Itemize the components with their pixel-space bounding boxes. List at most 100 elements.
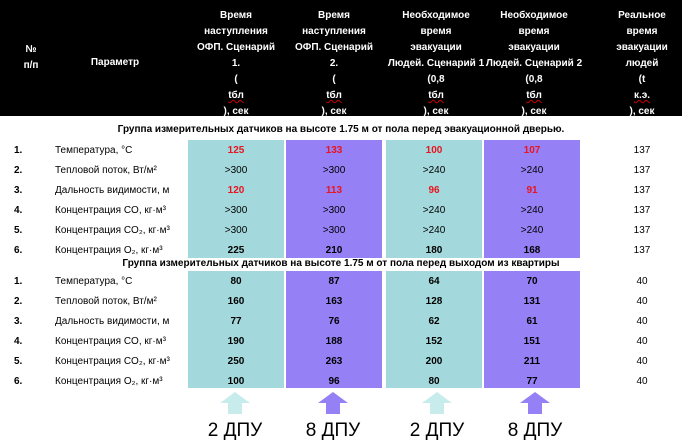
header-line: время (518, 26, 550, 37)
row-value: 100 (227, 376, 245, 387)
row-value: 190 (227, 336, 245, 347)
header-line: Время (318, 10, 350, 21)
row-parameter: Тепловой поток, Вт/м² (55, 296, 157, 307)
row-value: 133 (325, 145, 343, 156)
row-value: 211 (523, 356, 541, 367)
row-value: 200 (425, 356, 443, 367)
row-real-time: 137 (633, 185, 651, 196)
row-parameter: Концентрация O₂, кг·м³ (55, 245, 163, 256)
row-value: 107 (523, 145, 541, 156)
row-parameter: Концентрация CO₂, кг·м³ (55, 225, 170, 236)
header-line: 1. (231, 58, 241, 69)
row-value: >300 (224, 205, 248, 216)
row-value: 100 (425, 145, 443, 156)
row-value: >300 (224, 165, 248, 176)
row-value: 96 (328, 376, 340, 387)
table-row: 3. Дальность видимости, м 77 76 62 61 40 (0, 312, 682, 332)
header-scenario2-required: Необходимое время эвакуации Людей. Сцена… (484, 8, 584, 120)
header-real-time: Реальное время эвакуации людей (t к.э.),… (608, 8, 676, 120)
header-line: Реальное (618, 10, 666, 21)
row-value: >240 (520, 225, 544, 236)
row-real-time: 40 (636, 276, 648, 287)
row-value: >240 (520, 205, 544, 216)
row-parameter: Тепловой поток, Вт/м² (55, 165, 157, 176)
row-real-time: 40 (636, 316, 648, 327)
table-row: 4. Концентрация CO, кг·м³ >300 >300 >240 >240… (0, 201, 682, 221)
header-line: (0,8 tбл), сек (423, 74, 449, 117)
row-real-time: 40 (636, 336, 648, 347)
table-header: № п/п Параметр Время наступления ОФП. Сц… (0, 0, 682, 117)
header-line: наступления (302, 26, 366, 37)
row-real-time: 40 (636, 376, 648, 387)
row-number: 5. (14, 225, 23, 236)
arrow-up-icon (422, 392, 452, 414)
band-scenario2-required (484, 140, 580, 258)
row-parameter: Концентрация O₂, кг·м³ (55, 376, 163, 387)
group-title: Группа измерительных датчиков на высоте … (0, 124, 682, 135)
band-scenario2-required (484, 271, 580, 388)
row-value: >300 (322, 205, 346, 216)
row-value: >240 (422, 205, 446, 216)
header-param: Параметр (90, 57, 140, 68)
arrow-up-icon (220, 392, 250, 414)
header-line: время (626, 26, 658, 37)
row-parameter: Концентрация CO₂, кг·м³ (55, 356, 170, 367)
row-value: 160 (227, 296, 245, 307)
table-row: 4. Концентрация CO, кг·м³ 190 188 152 151 40 (0, 332, 682, 352)
row-value: 64 (428, 276, 440, 287)
row-parameter: Дальность видимости, м (55, 316, 170, 327)
row-value: 70 (526, 276, 538, 287)
row-real-time: 137 (633, 145, 651, 156)
row-value: 225 (227, 245, 245, 256)
row-number: 1. (14, 145, 23, 156)
header-line: людей (625, 58, 659, 69)
sensor-count-label: 8 ДПУ (507, 420, 563, 441)
row-value: 131 (523, 296, 541, 307)
header-line: (tбл), сек (321, 74, 347, 117)
row-value: 77 (230, 316, 242, 327)
row-value: 62 (428, 316, 440, 327)
row-value: 180 (425, 245, 443, 256)
table-row: 5. Концентрация CO₂, кг·м³ 250 263 200 211 40 (0, 352, 682, 372)
row-value: 77 (526, 376, 538, 387)
sensor-count-label: 2 ДПУ (207, 420, 263, 441)
row-value: 128 (425, 296, 443, 307)
row-value: 80 (428, 376, 440, 387)
table-row: 6. Концентрация O₂, кг·м³ 100 96 80 77 40 (0, 372, 682, 392)
table-row: 5. Концентрация CO₂, кг·м³ >300 >300 >240 >24… (0, 221, 682, 241)
row-value: 168 (523, 245, 541, 256)
row-parameter: Концентрация CO, кг·м³ (55, 205, 166, 216)
header-line: Людей. Сценарий 1 (387, 58, 485, 69)
table-row: 6. Концентрация O₂, кг·м³ 225 210 180 168 137 (0, 241, 682, 261)
row-value: 151 (523, 336, 541, 347)
row-real-time: 137 (633, 165, 651, 176)
band-scenario1-time (188, 271, 284, 388)
header-line: 2. (329, 58, 339, 69)
row-number: 2. (14, 165, 23, 176)
row-value: 210 (325, 245, 343, 256)
row-value: 125 (227, 145, 245, 156)
header-line: время (420, 26, 452, 37)
header-line: эвакуации (410, 42, 462, 53)
row-value: >300 (322, 225, 346, 236)
row-number: 2. (14, 296, 23, 307)
row-value: 87 (328, 276, 340, 287)
header-scenario2-time: Время наступления ОФП. Сценарий 2. (tбл)… (286, 8, 382, 120)
row-value: 113 (325, 185, 343, 196)
row-value: 120 (227, 185, 245, 196)
row-real-time: 40 (636, 356, 648, 367)
row-value: 163 (325, 296, 343, 307)
band-scenario2-time (286, 271, 382, 388)
header-line: Необходимое (500, 10, 568, 21)
header-num-line: № (25, 44, 37, 55)
row-parameter: Температура, °С (55, 145, 133, 156)
arrow-up-icon (318, 392, 348, 414)
row-real-time: 40 (636, 296, 648, 307)
row-value: 61 (526, 316, 538, 327)
row-number: 1. (14, 276, 23, 287)
header-line: (0,8 tбл), сек (521, 74, 547, 117)
arrow-up-icon (520, 392, 550, 414)
header-scenario1-time: Время наступления ОФП. Сценарий 1. (tбл)… (188, 8, 284, 120)
group-title: Группа измерительных датчиков на высоте … (0, 258, 682, 269)
row-value: >240 (422, 165, 446, 176)
